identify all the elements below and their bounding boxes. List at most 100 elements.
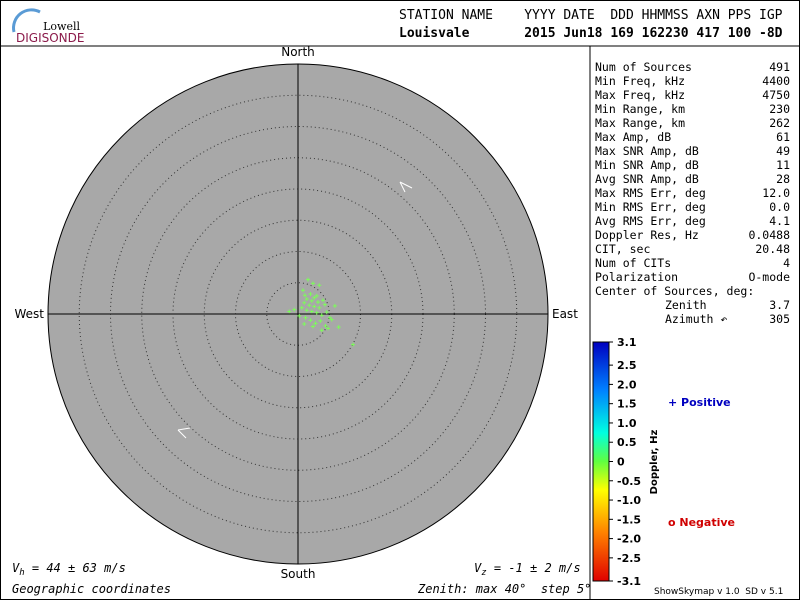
compass-label: North	[281, 45, 315, 59]
marker	[399, 181, 413, 193]
zenith-note: Zenith: max 40° step 5°	[417, 582, 591, 596]
stat-value: 4.1	[769, 214, 790, 228]
stat-label: Max Amp, dB	[595, 130, 671, 144]
colorbar-tick-label: -1.0	[617, 494, 641, 507]
source-point	[301, 288, 305, 293]
source-point	[309, 298, 314, 303]
colorbar-label: Doppler, Hz	[649, 430, 660, 495]
source-point	[312, 304, 317, 309]
compass-label: South	[281, 567, 316, 581]
source-point	[308, 292, 313, 296]
header-line: STATION NAME YYYY DATE DDD HHMMSS AXN PP…	[399, 8, 783, 23]
stat-label: CIT, sec	[595, 242, 650, 256]
source-point	[313, 321, 318, 326]
marker	[177, 427, 191, 439]
colorbar-tick-label: 0	[617, 456, 625, 469]
source-point	[287, 309, 292, 314]
source-point	[329, 317, 334, 322]
coords: Geographic coordinates	[12, 582, 171, 596]
stat-value: 4750	[762, 88, 790, 102]
source-point	[306, 277, 310, 282]
legend-positive: + Positive	[668, 396, 731, 409]
source-point	[292, 307, 297, 312]
source-point	[303, 315, 308, 320]
logo-bottom: DIGISONDE	[16, 31, 84, 45]
source-point	[321, 298, 325, 303]
compass-label: East	[552, 307, 578, 321]
logo-top: Lowell	[43, 20, 80, 33]
stat-label: Center of Sources, deg:	[595, 284, 754, 298]
source-point	[326, 326, 330, 331]
stat-label: Min Freq, kHz	[595, 74, 685, 88]
source-point	[302, 322, 307, 326]
stat-label: Max Freq, kHz	[595, 88, 685, 102]
stat-value: O-mode	[748, 270, 790, 284]
source-point	[317, 305, 322, 310]
colorbar-tick-label: 2.5	[617, 359, 637, 372]
vz: Vz = -1 ± 2 m/s	[474, 561, 581, 578]
source-point	[308, 318, 313, 323]
source-point	[317, 283, 322, 288]
stat-value: 262	[769, 116, 790, 130]
stat-value: 0.0488	[748, 228, 790, 242]
stat-label: Polarization	[595, 270, 678, 284]
source-point	[297, 313, 302, 318]
stat-label: Min SNR Amp, dB	[595, 158, 699, 172]
stat-value: 61	[776, 130, 790, 144]
colorbar-tick-label: -1.5	[617, 513, 641, 526]
source-point	[302, 300, 307, 305]
source-point	[318, 318, 323, 323]
stat-label: Num of CITs	[595, 256, 671, 270]
source-point	[336, 325, 341, 330]
stat-label: Num of Sources	[595, 60, 692, 74]
colorbar-tick-label: -3.1	[617, 575, 641, 588]
stat-value: 230	[769, 102, 790, 116]
header-line: Louisvale 2015 Jun18 169 162230 417 100 …	[399, 26, 783, 41]
colorbar	[592, 341, 610, 582]
source-point	[323, 323, 328, 328]
stat-label: Max RMS Err, deg	[595, 186, 706, 200]
colorbar-tick-label: -2.5	[617, 552, 641, 565]
source-point	[324, 310, 329, 315]
colorbar-tick-label: 1.0	[617, 417, 637, 430]
stat-label: Doppler Res, Hz	[595, 228, 699, 242]
source-point	[304, 297, 309, 301]
stat-label: Min RMS Err, deg	[595, 200, 706, 214]
version: ShowSkymap v 1.0 SD v 5.1	[654, 587, 783, 597]
source-point	[309, 309, 314, 314]
source-point	[316, 300, 320, 305]
source-point	[311, 324, 315, 329]
stat-label: Avg RMS Err, deg	[595, 214, 706, 228]
colorbar-tick-label: 0.5	[617, 436, 637, 449]
stat-value: 3.7	[769, 298, 790, 312]
source-point	[319, 328, 324, 333]
source-point	[304, 308, 309, 313]
source-point	[311, 281, 315, 286]
source-point	[319, 313, 324, 318]
stat-label: Azimuth ↶	[665, 312, 727, 326]
stat-label: Max SNR Amp, dB	[595, 144, 699, 158]
source-point	[307, 303, 312, 308]
stat-label: Max Range, km	[595, 116, 685, 130]
stat-value: 11	[776, 158, 790, 172]
compass-label: West	[14, 307, 44, 321]
stat-value: 0.0	[769, 200, 790, 214]
stat-value: 12.0	[762, 186, 790, 200]
stat-value: 4400	[762, 74, 790, 88]
colorbar-tick-label: 3.1	[617, 336, 637, 349]
legend-negative: o Negative	[668, 516, 735, 529]
stat-value: 28	[776, 172, 790, 186]
colorbar-tick-label: -0.5	[617, 475, 641, 488]
source-point	[327, 315, 332, 320]
source-point	[314, 293, 319, 298]
source-point	[322, 302, 327, 307]
stat-value: 49	[776, 144, 790, 158]
source-point	[314, 310, 319, 315]
source-point	[332, 303, 337, 308]
source-point	[299, 305, 304, 310]
stat-label: Avg SNR Amp, dB	[595, 172, 699, 186]
colorbar-tick-label: 1.5	[617, 398, 637, 411]
colorbar-tick-label: -2.0	[617, 533, 641, 546]
stat-value: 4	[783, 256, 790, 270]
